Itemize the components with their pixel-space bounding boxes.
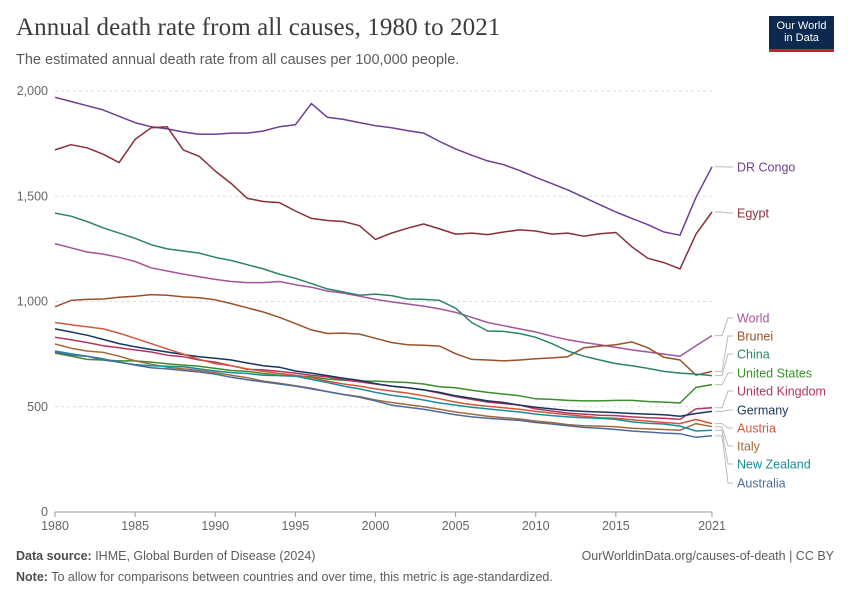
series-label-dr-congo: DR Congo bbox=[737, 161, 795, 175]
logo-line-2: in Data bbox=[784, 32, 819, 44]
label-connector-united-kingdom bbox=[715, 390, 733, 409]
note-text: To allow for comparisons between countri… bbox=[47, 570, 553, 584]
label-connector-brunei bbox=[715, 335, 733, 372]
x-tick-label: 1980 bbox=[41, 519, 69, 533]
series-line-brunei bbox=[54, 293, 713, 376]
series-line-germany bbox=[54, 328, 713, 417]
x-tick-label: 2015 bbox=[602, 519, 630, 533]
chart-note: Note: To allow for comparisons between c… bbox=[16, 570, 553, 584]
label-connector-italy bbox=[715, 426, 733, 447]
series-label-germany: Germany bbox=[737, 404, 789, 418]
owid-logo[interactable]: Our World in Data bbox=[769, 16, 834, 52]
series-label-china: China bbox=[737, 348, 770, 362]
label-connector-germany bbox=[715, 409, 733, 412]
label-connector-egypt bbox=[715, 211, 733, 214]
series-label-egypt: Egypt bbox=[737, 207, 769, 221]
series-label-united-kingdom: United Kingdom bbox=[737, 385, 826, 399]
label-connector-china bbox=[715, 353, 733, 377]
y-tick-label: 0 bbox=[41, 505, 48, 519]
series-line-italy bbox=[54, 343, 713, 432]
y-tick-label: 1,500 bbox=[17, 189, 48, 203]
y-tick-label: 500 bbox=[27, 400, 48, 414]
x-tick-label: 1995 bbox=[281, 519, 309, 533]
series-line-world bbox=[54, 242, 713, 357]
series-line-egypt bbox=[54, 126, 713, 270]
x-tick-label: 1985 bbox=[121, 519, 149, 533]
series-line-australia bbox=[54, 351, 713, 439]
series-line-china bbox=[54, 212, 713, 377]
source-label: Data source: bbox=[16, 549, 92, 563]
chart-title: Annual death rate from all causes, 1980 … bbox=[16, 14, 501, 41]
series-label-austria: Austria bbox=[737, 422, 776, 436]
series-label-new-zealand: New Zealand bbox=[737, 458, 811, 472]
series-label-united-states: United States bbox=[737, 367, 812, 381]
series-label-italy: Italy bbox=[737, 440, 761, 454]
x-tick-label: 2000 bbox=[362, 519, 390, 533]
series-line-united-states bbox=[54, 352, 713, 404]
note-label: Note: bbox=[16, 570, 48, 584]
x-tick-label: 2021 bbox=[698, 519, 726, 533]
source-url[interactable]: OurWorldinData.org/causes-of-death | CC … bbox=[581, 549, 834, 563]
label-connector-united-states bbox=[715, 372, 733, 386]
label-connector-new-zealand bbox=[715, 429, 733, 465]
source-text: IHME, Global Burden of Disease (2024) bbox=[91, 549, 316, 563]
label-connector-austria bbox=[715, 423, 733, 429]
data-source: Data source: IHME, Global Burden of Dise… bbox=[16, 549, 315, 563]
logo-line-1: Our World bbox=[776, 20, 827, 32]
series-line-new-zealand bbox=[54, 350, 713, 432]
x-tick-label: 1990 bbox=[201, 519, 229, 533]
series-line-dr-congo bbox=[54, 96, 713, 236]
series-line-austria bbox=[54, 321, 713, 425]
series-label-australia: Australia bbox=[737, 477, 786, 491]
y-tick-label: 2,000 bbox=[17, 84, 48, 98]
series-label-world: World bbox=[737, 312, 769, 326]
y-tick-label: 1,000 bbox=[17, 295, 48, 309]
x-tick-label: 2005 bbox=[442, 519, 470, 533]
series-label-brunei: Brunei bbox=[737, 330, 773, 344]
x-tick-label: 2010 bbox=[522, 519, 550, 533]
chart-subtitle: The estimated annual death rate from all… bbox=[16, 52, 460, 68]
label-connector-australia bbox=[715, 435, 733, 484]
label-connector-world bbox=[715, 317, 733, 337]
